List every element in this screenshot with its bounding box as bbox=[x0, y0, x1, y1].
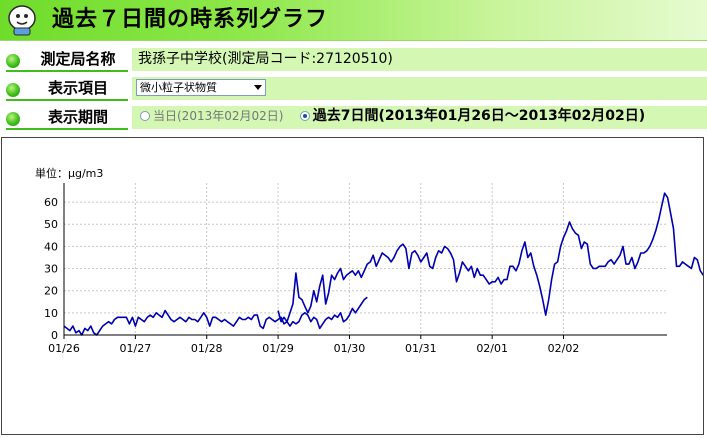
x-tick-label: 01/27 bbox=[120, 342, 152, 355]
mascot-icon bbox=[8, 5, 36, 36]
item-label: 表示項目 bbox=[47, 79, 108, 97]
period-options: 当日(2013年02月02日) 過去7日間(2013年01月26日～2013年0… bbox=[140, 107, 645, 126]
radio-today-label[interactable]: 当日(2013年02月02日) bbox=[153, 109, 284, 123]
green-bullet-icon bbox=[6, 54, 20, 68]
item-select[interactable]: 微小粒子状物質 bbox=[136, 79, 266, 96]
item-label-box bbox=[6, 77, 128, 101]
y-axis-ticks: 0 10 20 30 40 50 60 bbox=[44, 196, 58, 342]
station-value-box: 我孫子中学校(測定局コード:27120510) bbox=[132, 48, 707, 71]
period-value-box: 当日(2013年02月02日) 過去7日間(2013年01月26日～2013年0… bbox=[132, 106, 707, 129]
chart-axes bbox=[63, 183, 667, 336]
y-tick-label: 0 bbox=[51, 329, 58, 342]
green-bullet-icon bbox=[6, 83, 20, 97]
item-select-value: 微小粒子状物質 bbox=[140, 81, 217, 94]
station-label: 測定局名称 bbox=[40, 50, 116, 68]
series-line bbox=[63, 192, 707, 336]
x-tick-label: 02/01 bbox=[476, 342, 508, 355]
unit-label: 単位：μg/m3 bbox=[35, 166, 103, 180]
period-label: 表示期間 bbox=[47, 108, 108, 126]
item-row: 表示項目 微小粒子状物質 bbox=[0, 77, 707, 101]
x-tick-label: 02/02 bbox=[548, 342, 580, 355]
station-label-box bbox=[6, 48, 128, 72]
y-tick-label: 10 bbox=[44, 307, 58, 320]
chevron-down-icon bbox=[254, 85, 262, 90]
series-segment bbox=[277, 192, 707, 323]
period-row: 表示期間 当日(2013年02月02日) 過去7日間(2013年01月26日～2… bbox=[0, 106, 707, 130]
radio-today[interactable] bbox=[140, 110, 150, 121]
green-bullet-icon bbox=[6, 112, 20, 126]
station-row: 測定局名称 我孫子中学校(測定局コード:27120510) bbox=[0, 48, 707, 72]
x-axis-ticks: 01/26 01/27 01/28 01/29 01/30 01/31 02/01 02/02 bbox=[48, 335, 579, 355]
y-tick-label: 40 bbox=[44, 240, 58, 253]
series-segment bbox=[63, 296, 368, 336]
chart-panel: 単位：μg/m3 0 10 20 30 40 50 60 01/26 01/27 01/28 01… bbox=[1, 137, 707, 435]
radio-week[interactable] bbox=[299, 110, 310, 121]
station-value: 我孫子中学校(測定局コード:27120510) bbox=[138, 51, 393, 67]
x-tick-label: 01/29 bbox=[262, 342, 294, 355]
y-tick-label: 30 bbox=[44, 263, 58, 276]
header-banner: 過去７日間の時系列グラフ bbox=[0, 0, 707, 41]
x-tick-label: 01/28 bbox=[191, 342, 223, 355]
x-tick-label: 01/30 bbox=[334, 342, 366, 355]
item-value-box: 微小粒子状物質 bbox=[132, 77, 707, 100]
radio-week-label[interactable]: 過去7日間(2013年01月26日～2013年02月02日) bbox=[312, 108, 646, 124]
y-tick-label: 50 bbox=[44, 218, 58, 231]
x-tick-label: 01/31 bbox=[405, 342, 437, 355]
y-tick-label: 60 bbox=[44, 196, 58, 209]
page-title: 過去７日間の時系列グラフ bbox=[52, 7, 329, 32]
y-tick-label: 20 bbox=[44, 285, 58, 298]
x-tick-label: 01/26 bbox=[48, 342, 80, 355]
chart-grid bbox=[64, 183, 667, 335]
period-label-box bbox=[6, 106, 128, 130]
